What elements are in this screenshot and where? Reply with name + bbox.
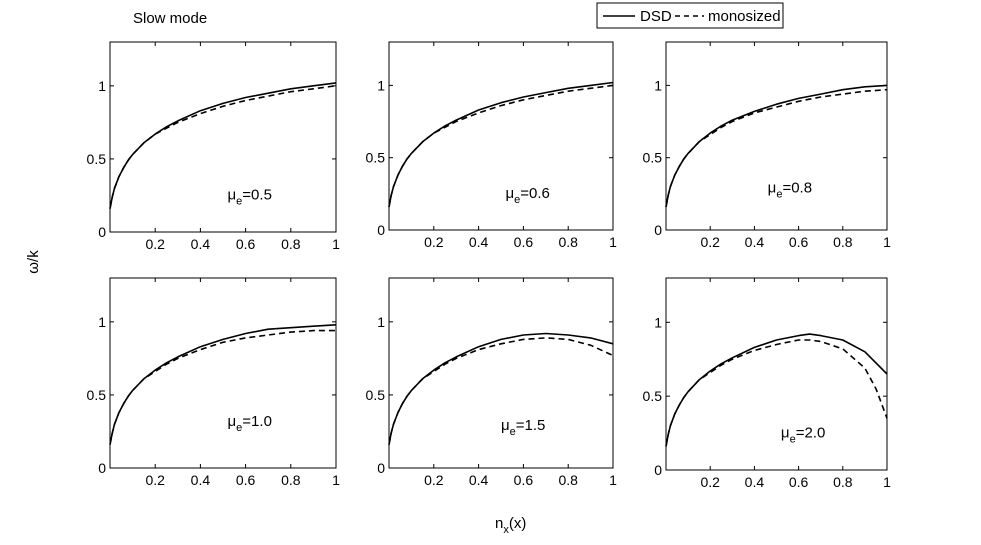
panel-frame	[665, 277, 888, 471]
figure-title: Slow mode	[133, 10, 207, 27]
panel-frame	[109, 277, 337, 469]
x-tick-label: 0.4	[191, 472, 211, 488]
y-tick-label: 0	[377, 222, 385, 238]
panel-param-label: μe=2.0	[781, 424, 825, 445]
panel-2: 0.2 0.4 0.6 0.8 1 0 0.5 1 μe=0.6	[366, 41, 617, 250]
y-tick-label: 0.5	[643, 150, 663, 166]
x-tick-label: 0.6	[789, 474, 809, 490]
series-monosized	[665, 339, 888, 447]
y-tick-label: 1	[654, 77, 662, 93]
panel-frame	[388, 277, 614, 469]
y-tick-label: 1	[377, 314, 385, 330]
y-tick-label: 0.5	[87, 151, 107, 167]
y-tick-label: 0.5	[643, 388, 663, 404]
panel-param-label: μe=0.8	[768, 179, 812, 200]
x-tick-label: 0.4	[469, 472, 489, 488]
y-tick-label: 0	[377, 460, 385, 476]
panel-5: 0.2 0.4 0.6 0.8 1 0 0.5 1 μe=1.5	[366, 277, 617, 488]
legend: DSD monosized	[596, 2, 784, 29]
series-monosized	[109, 85, 337, 209]
panel-1: 0.2 0.4 0.6 0.8 1 0 0.5 1 μe=0.5	[87, 41, 340, 252]
x-tick-label: 1	[609, 472, 617, 488]
y-tick-label: 1	[98, 314, 106, 330]
x-tick-label: 0.4	[745, 474, 765, 490]
panel-param-label: μe=0.5	[228, 187, 272, 208]
x-tick-label: 0.6	[514, 472, 534, 488]
x-tick-label: 0.8	[281, 472, 301, 488]
x-tick-label: 0.2	[145, 236, 165, 252]
x-tick-label: 0.8	[558, 472, 578, 488]
panel-param-label: μe=1.5	[501, 417, 545, 438]
x-tick-label: 1	[332, 472, 340, 488]
y-tick-label: 0	[654, 462, 662, 478]
panel-param-label: μe=0.6	[505, 185, 549, 206]
panel-4: 0.2 0.4 0.6 0.8 1 0 0.5 1 μe=1.0	[87, 277, 340, 488]
x-tick-label: 0.6	[789, 234, 809, 250]
y-axis-label: ω/k	[25, 250, 42, 274]
y-tick-label: 0	[654, 222, 662, 238]
series-monosized	[665, 88, 888, 208]
y-tick-label: 0	[98, 460, 106, 476]
x-tick-label: 1	[332, 236, 340, 252]
x-tick-label: 1	[609, 234, 617, 250]
x-axis-label-main: n	[495, 515, 503, 532]
x-tick-label: 0.8	[833, 474, 853, 490]
x-tick-label: 1	[883, 234, 891, 250]
legend-label-dsd: DSD	[640, 8, 672, 25]
x-tick-label: 0.4	[745, 234, 765, 250]
series-monosized	[388, 84, 614, 208]
series-dsd	[665, 333, 888, 447]
panel-frame	[665, 41, 888, 231]
y-tick-label: 1	[654, 314, 662, 330]
x-tick-label: 0.2	[145, 472, 165, 488]
x-tick-label: 0.2	[700, 234, 720, 250]
x-tick-label: 0.2	[424, 234, 444, 250]
x-axis-label-sub: x	[503, 524, 509, 536]
y-tick-label: 1	[98, 78, 106, 94]
x-tick-label: 0.6	[236, 236, 256, 252]
x-tick-label: 0.4	[469, 234, 489, 250]
y-tick-label: 0.5	[366, 387, 386, 403]
x-tick-label: 0.8	[281, 236, 301, 252]
y-tick-label: 0.5	[366, 150, 386, 166]
panel-3: 0.2 0.4 0.6 0.8 1 0 0.5 1 μe=0.8	[643, 41, 891, 250]
series-monosized	[109, 329, 336, 445]
y-tick-label: 0	[98, 224, 106, 240]
x-tick-label: 0.6	[514, 234, 534, 250]
panel-param-label: μe=1.0	[228, 413, 272, 434]
x-tick-label: 0.2	[424, 472, 444, 488]
x-tick-label: 0.6	[236, 472, 256, 488]
y-tick-label: 0.5	[87, 387, 107, 403]
x-tick-label: 0.4	[191, 236, 211, 252]
x-tick-label: 0.8	[558, 234, 578, 250]
panel-frame	[109, 41, 337, 233]
y-tick-label: 1	[377, 77, 385, 93]
series-monosized	[388, 337, 614, 445]
x-tick-label: 1	[883, 474, 891, 490]
series-dsd	[388, 81, 614, 208]
x-tick-label: 0.8	[833, 234, 853, 250]
panel-frame	[388, 41, 614, 231]
x-tick-label: 0.2	[700, 474, 720, 490]
series-dsd	[109, 82, 337, 209]
panel-6: 0.2 0.4 0.6 0.8 1 0 0.5 1 μe=2.0	[643, 277, 891, 490]
legend-label-monosized: monosized	[708, 8, 781, 25]
x-axis-label: nx(x)	[495, 515, 526, 536]
x-axis-label-tail: (x)	[509, 515, 527, 532]
